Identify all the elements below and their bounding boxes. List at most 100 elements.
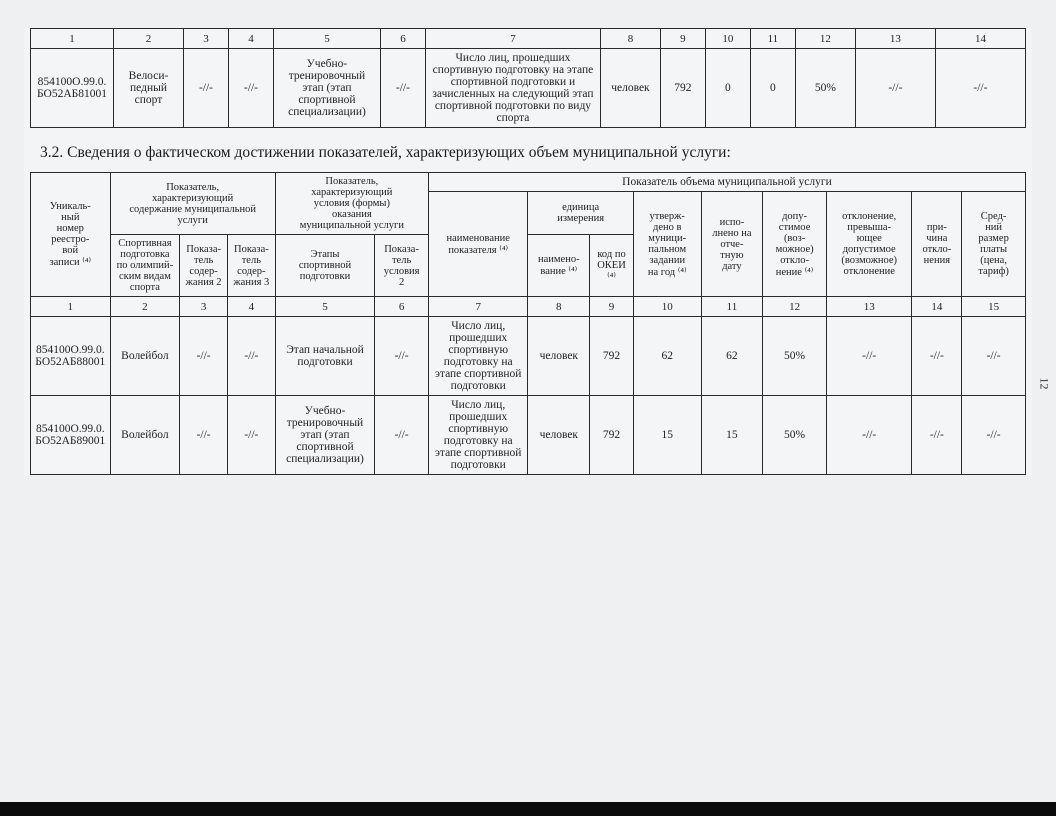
h-okei: код поОКЕИ⁽⁴⁾ bbox=[590, 235, 634, 297]
h-volume: Показатель объема муниципальной услуги bbox=[428, 173, 1025, 192]
cell-i3: -//- bbox=[228, 49, 273, 128]
cell: человек bbox=[528, 396, 590, 475]
col-num: 6 bbox=[380, 29, 425, 49]
h-sport: Спортивнаяподготовкапо олимпий-ским вида… bbox=[110, 235, 180, 297]
cell: Учебно-тренировочныйэтап (этапспортивной… bbox=[275, 396, 375, 475]
col-num: 13 bbox=[826, 297, 912, 317]
cell-id: 854100О.99.0.БО52АБ81001 bbox=[31, 49, 114, 128]
col-num: 4 bbox=[227, 297, 275, 317]
main-table: Уникаль-ныйномерреестро-войзаписи ⁽⁴⁾ По… bbox=[30, 172, 1026, 475]
main-num-row: 123456789101112131415 bbox=[31, 297, 1026, 317]
col-num: 7 bbox=[428, 297, 528, 317]
col-num: 3 bbox=[180, 297, 228, 317]
col-num: 2 bbox=[114, 29, 184, 49]
cell: -//- bbox=[180, 396, 228, 475]
cell: 792 bbox=[590, 396, 634, 475]
col-num: 4 bbox=[228, 29, 273, 49]
cell-i2: -//- bbox=[183, 49, 228, 128]
cell-unit: человек bbox=[600, 49, 660, 128]
h-cond: Показатель,характеризующийусловия (формы… bbox=[275, 173, 428, 235]
cell: -//- bbox=[962, 317, 1026, 396]
cell-stage: Учебно-тренировочныйэтап (этапспортивной… bbox=[273, 49, 380, 128]
cell: Число лиц, прошедших спортивную подготов… bbox=[428, 317, 528, 396]
page-number: 12 bbox=[1037, 378, 1052, 390]
cell: 62 bbox=[701, 317, 763, 396]
table-row: 854100О.99.0.БО52АБ89001Волейбол-//--//-… bbox=[31, 396, 1026, 475]
cell-sport: Велоси-педныйспорт bbox=[114, 49, 184, 128]
table-row: 854100О.99.0.БО52АБ88001Волейбол-//--//-… bbox=[31, 317, 1026, 396]
cell: 62 bbox=[633, 317, 701, 396]
col-num: 10 bbox=[633, 297, 701, 317]
top-num-row: 1234567891011121314 bbox=[31, 29, 1026, 49]
page: 1234567891011121314 854100О.99.0.БО52АБ8… bbox=[0, 0, 1056, 816]
cell-excess: -//- bbox=[855, 49, 935, 128]
col-num: 13 bbox=[855, 29, 935, 49]
cell: человек bbox=[528, 317, 590, 396]
h-unique: Уникаль-ныйномерреестро-войзаписи ⁽⁴⁾ bbox=[31, 173, 111, 297]
col-num: 2 bbox=[110, 297, 180, 317]
col-num: 10 bbox=[705, 29, 750, 49]
paper-area: 1234567891011121314 854100О.99.0.БО52АБ8… bbox=[24, 28, 1032, 475]
col-num: 9 bbox=[660, 29, 705, 49]
cell: Этап начальной подготовки bbox=[275, 317, 375, 396]
cell: 15 bbox=[633, 396, 701, 475]
cell: -//- bbox=[912, 396, 962, 475]
cell: -//- bbox=[962, 396, 1026, 475]
cell: 50% bbox=[763, 317, 827, 396]
col-num: 5 bbox=[275, 297, 375, 317]
cell: -//- bbox=[826, 396, 912, 475]
col-num: 15 bbox=[962, 297, 1026, 317]
cell: 854100О.99.0.БО52АБ89001 bbox=[31, 396, 111, 475]
h-exec: испо-лнено наотче-тнуюдату bbox=[701, 192, 763, 297]
cell-okei: 792 bbox=[660, 49, 705, 128]
scan-footer bbox=[0, 802, 1056, 816]
cell: -//- bbox=[227, 317, 275, 396]
col-num: 8 bbox=[600, 29, 660, 49]
h-allow: допу-стимое(воз-можное)откло-нение ⁽⁴⁾ bbox=[763, 192, 827, 297]
col-num: 7 bbox=[425, 29, 600, 49]
col-num: 12 bbox=[795, 29, 855, 49]
col-num: 1 bbox=[31, 297, 111, 317]
col-num: 5 bbox=[273, 29, 380, 49]
col-num: 3 bbox=[183, 29, 228, 49]
cell: -//- bbox=[227, 396, 275, 475]
h-ind2: Показа-тельсодер-жания 2 bbox=[180, 235, 228, 297]
col-num: 6 bbox=[375, 297, 429, 317]
h-unit-name: наимено-вание ⁽⁴⁾ bbox=[528, 235, 590, 297]
cell: -//- bbox=[912, 317, 962, 396]
cell: -//- bbox=[375, 396, 429, 475]
h-name-ind: наименованиепоказателя ⁽⁴⁾ bbox=[428, 192, 528, 297]
h-content: Показатель,характеризующийсодержание мун… bbox=[110, 173, 275, 235]
cell: 792 bbox=[590, 317, 634, 396]
col-num: 14 bbox=[912, 297, 962, 317]
col-num: 8 bbox=[528, 297, 590, 317]
header-row-1: Уникаль-ныйномерреестро-войзаписи ⁽⁴⁾ По… bbox=[31, 173, 1026, 192]
cell-exec: 0 bbox=[750, 49, 795, 128]
cell: -//- bbox=[375, 317, 429, 396]
cell: -//- bbox=[826, 317, 912, 396]
h-unit: единицаизмерения bbox=[528, 192, 633, 235]
h-cond2: Показа-тельусловия2 bbox=[375, 235, 429, 297]
col-num: 11 bbox=[750, 29, 795, 49]
cell: 50% bbox=[763, 396, 827, 475]
section-title: 3.2. Сведения о фактическом достижении п… bbox=[40, 144, 1026, 162]
h-avg: Сред-нийразмерплаты(цена,тариф) bbox=[962, 192, 1026, 297]
cell: Число лиц, прошедших спортивную подготов… bbox=[428, 396, 528, 475]
cell: 15 bbox=[701, 396, 763, 475]
cell-reason: -//- bbox=[935, 49, 1025, 128]
cell-allow: 50% bbox=[795, 49, 855, 128]
top-table: 1234567891011121314 854100О.99.0.БО52АБ8… bbox=[30, 28, 1026, 128]
cell: Волейбол bbox=[110, 396, 180, 475]
cell: -//- bbox=[180, 317, 228, 396]
cell-cond: -//- bbox=[380, 49, 425, 128]
h-excess: отклонение,превыша-ющеедопустимое(возмож… bbox=[826, 192, 912, 297]
top-data-row: 854100О.99.0.БО52АБ81001 Велоси-педныйсп… bbox=[31, 49, 1026, 128]
h-reason: при-чинаоткло-нения bbox=[912, 192, 962, 297]
cell-descr: Число лиц, прошедших спортивную подготов… bbox=[425, 49, 600, 128]
col-num: 1 bbox=[31, 29, 114, 49]
h-approved: утверж-дено вмуници-пальномзаданиина год… bbox=[633, 192, 701, 297]
col-num: 11 bbox=[701, 297, 763, 317]
h-ind3: Показа-тельсодер-жания 3 bbox=[227, 235, 275, 297]
cell: Волейбол bbox=[110, 317, 180, 396]
h-stages: Этапыспортивнойподготовки bbox=[275, 235, 375, 297]
